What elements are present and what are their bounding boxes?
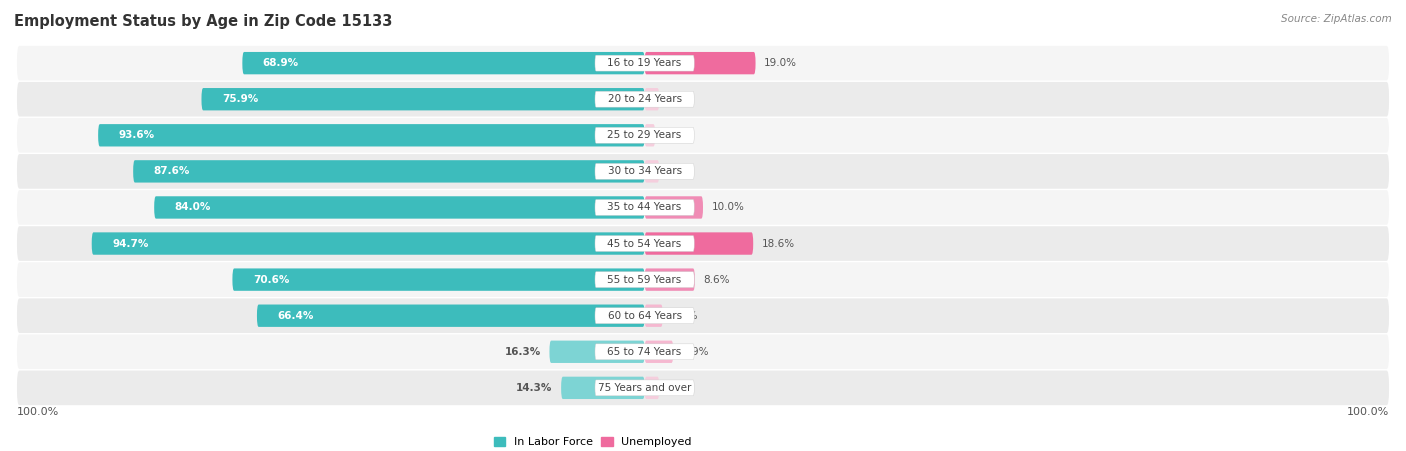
Text: 8.6%: 8.6% (703, 275, 730, 285)
Text: 68.9%: 68.9% (263, 58, 299, 68)
Text: 94.7%: 94.7% (112, 239, 149, 249)
FancyBboxPatch shape (644, 232, 754, 255)
FancyBboxPatch shape (644, 196, 703, 219)
FancyBboxPatch shape (98, 124, 644, 147)
FancyBboxPatch shape (17, 190, 1389, 225)
FancyBboxPatch shape (17, 46, 1389, 80)
Text: 14.3%: 14.3% (516, 383, 553, 393)
FancyBboxPatch shape (644, 88, 659, 110)
Text: 75 Years and over: 75 Years and over (598, 383, 692, 393)
Text: 0.0%: 0.0% (668, 383, 695, 393)
Text: Employment Status by Age in Zip Code 15133: Employment Status by Age in Zip Code 151… (14, 14, 392, 28)
Text: 75.9%: 75.9% (222, 94, 259, 104)
Text: 65 to 74 Years: 65 to 74 Years (607, 347, 682, 357)
FancyBboxPatch shape (17, 371, 1389, 405)
FancyBboxPatch shape (595, 380, 695, 396)
Text: 87.6%: 87.6% (153, 166, 190, 176)
Text: 16 to 19 Years: 16 to 19 Years (607, 58, 682, 68)
FancyBboxPatch shape (17, 335, 1389, 369)
FancyBboxPatch shape (644, 304, 662, 327)
Text: 3.1%: 3.1% (672, 311, 697, 321)
FancyBboxPatch shape (17, 262, 1389, 297)
Text: 84.0%: 84.0% (174, 202, 211, 212)
Text: 93.6%: 93.6% (118, 130, 155, 140)
FancyBboxPatch shape (595, 55, 695, 71)
Text: 100.0%: 100.0% (17, 407, 59, 417)
FancyBboxPatch shape (595, 91, 695, 107)
FancyBboxPatch shape (155, 196, 644, 219)
FancyBboxPatch shape (561, 377, 644, 399)
Text: 55 to 59 Years: 55 to 59 Years (607, 275, 682, 285)
Text: 35 to 44 Years: 35 to 44 Years (607, 202, 682, 212)
FancyBboxPatch shape (17, 118, 1389, 152)
Text: 4.9%: 4.9% (682, 347, 709, 357)
FancyBboxPatch shape (595, 235, 695, 252)
FancyBboxPatch shape (91, 232, 644, 255)
Text: 0.0%: 0.0% (668, 94, 695, 104)
FancyBboxPatch shape (644, 268, 695, 291)
FancyBboxPatch shape (550, 341, 644, 363)
Text: 30 to 34 Years: 30 to 34 Years (607, 166, 682, 176)
FancyBboxPatch shape (595, 272, 695, 288)
FancyBboxPatch shape (644, 341, 673, 363)
Text: Source: ZipAtlas.com: Source: ZipAtlas.com (1281, 14, 1392, 23)
FancyBboxPatch shape (644, 377, 659, 399)
FancyBboxPatch shape (17, 82, 1389, 116)
Text: 60 to 64 Years: 60 to 64 Years (607, 311, 682, 321)
FancyBboxPatch shape (17, 226, 1389, 261)
Text: 16.3%: 16.3% (505, 347, 541, 357)
Text: 10.0%: 10.0% (711, 202, 745, 212)
Text: 1.8%: 1.8% (664, 130, 690, 140)
Text: 45 to 54 Years: 45 to 54 Years (607, 239, 682, 249)
Text: 19.0%: 19.0% (765, 58, 797, 68)
Text: 20 to 24 Years: 20 to 24 Years (607, 94, 682, 104)
FancyBboxPatch shape (644, 52, 755, 74)
FancyBboxPatch shape (595, 344, 695, 360)
FancyBboxPatch shape (644, 160, 659, 183)
Text: 70.6%: 70.6% (253, 275, 290, 285)
Text: 18.6%: 18.6% (762, 239, 796, 249)
FancyBboxPatch shape (595, 308, 695, 324)
FancyBboxPatch shape (232, 268, 644, 291)
FancyBboxPatch shape (595, 127, 695, 143)
Text: 66.4%: 66.4% (277, 311, 314, 321)
FancyBboxPatch shape (595, 199, 695, 216)
FancyBboxPatch shape (644, 124, 655, 147)
Text: 100.0%: 100.0% (1347, 407, 1389, 417)
Text: 25 to 29 Years: 25 to 29 Years (607, 130, 682, 140)
FancyBboxPatch shape (17, 154, 1389, 189)
FancyBboxPatch shape (201, 88, 644, 110)
Legend: In Labor Force, Unemployed: In Labor Force, Unemployed (494, 437, 692, 447)
FancyBboxPatch shape (134, 160, 644, 183)
FancyBboxPatch shape (17, 299, 1389, 333)
FancyBboxPatch shape (242, 52, 644, 74)
Text: 0.0%: 0.0% (668, 166, 695, 176)
FancyBboxPatch shape (257, 304, 644, 327)
FancyBboxPatch shape (595, 163, 695, 179)
